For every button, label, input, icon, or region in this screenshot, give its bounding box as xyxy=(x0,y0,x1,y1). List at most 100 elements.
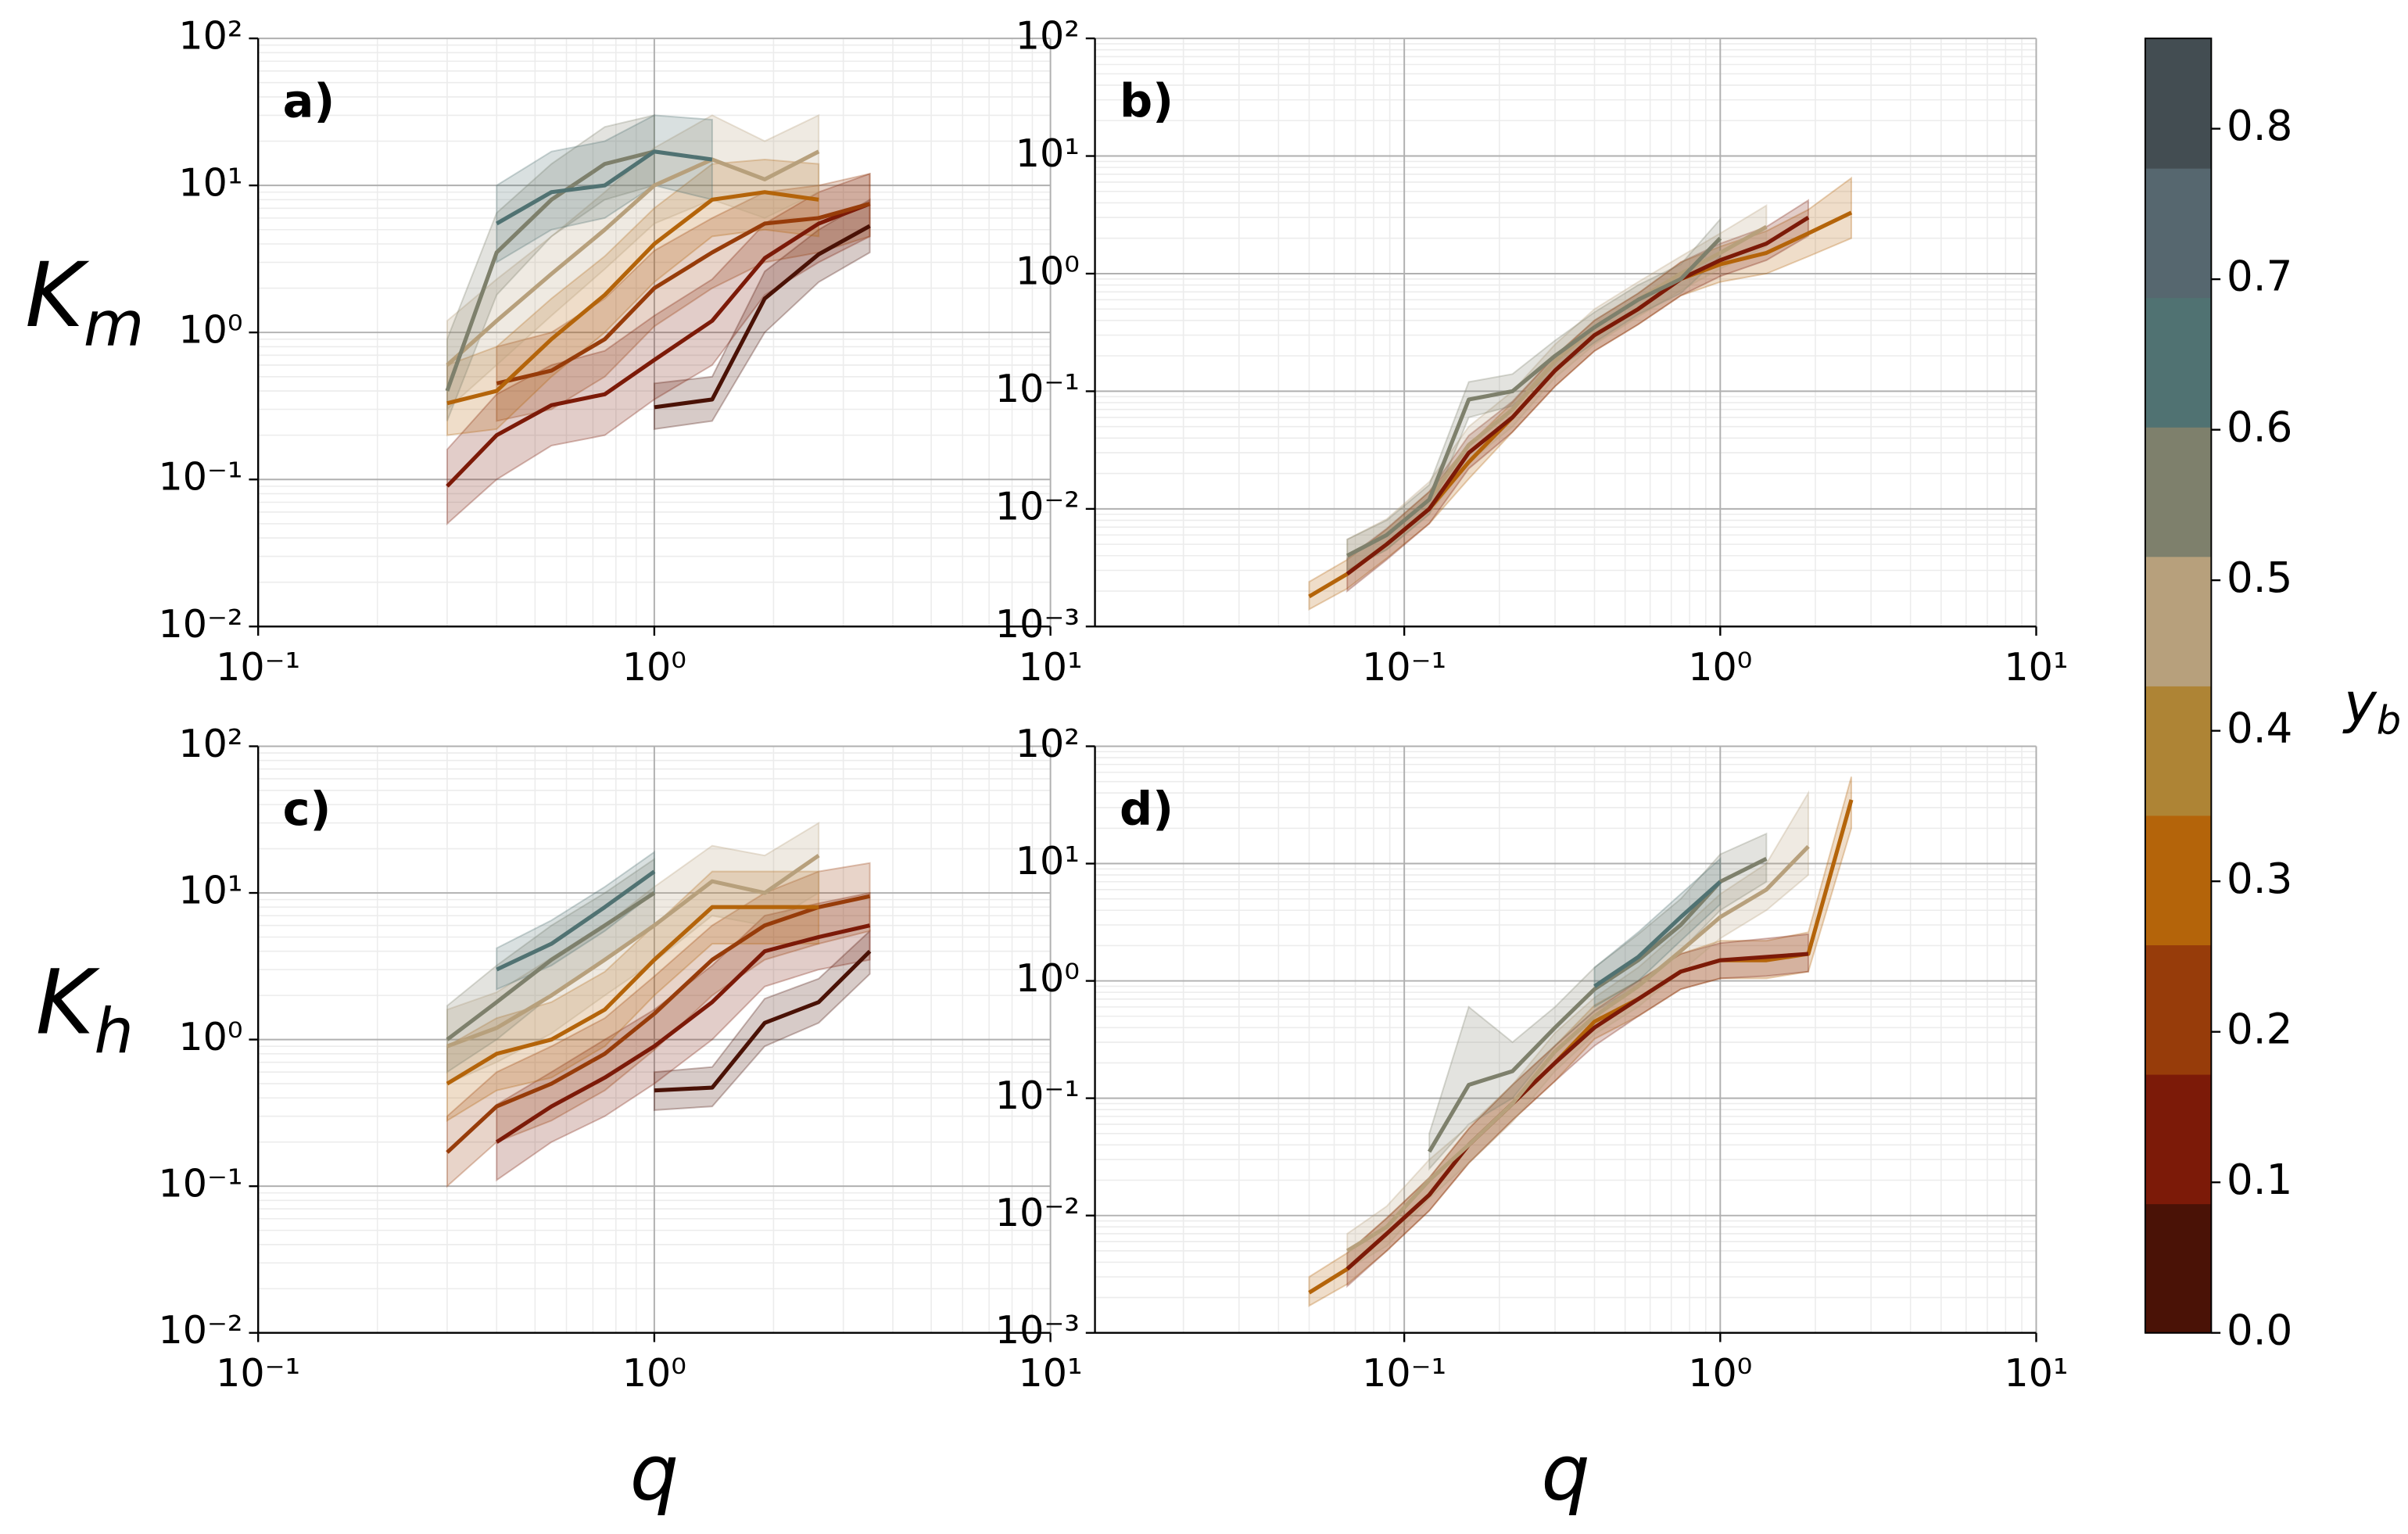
series-line xyxy=(446,149,820,367)
error-band xyxy=(446,113,820,411)
colorbar-tick-label: 0.2 xyxy=(2227,1005,2292,1053)
colorbar-segment xyxy=(2145,944,2212,1075)
series-line xyxy=(654,224,871,410)
error-band xyxy=(446,870,820,1123)
series-line xyxy=(495,149,713,226)
colorbar-frame xyxy=(2144,38,2213,1334)
colorbar-tick-label: 0.6 xyxy=(2227,403,2292,451)
y-tick-label: 10⁻¹ xyxy=(995,366,1080,411)
series-line xyxy=(1346,216,1810,576)
axis-label: Km xyxy=(25,243,144,360)
y-tick-label: 10² xyxy=(178,721,242,766)
colorbar-segment xyxy=(2145,685,2212,816)
series-line xyxy=(446,190,819,406)
error-band xyxy=(446,159,820,436)
y-tick-label: 10² xyxy=(1016,13,1080,59)
series-line xyxy=(446,905,819,1086)
x-axis-label: q xyxy=(630,1429,679,1518)
x-tick-label: 10⁰ xyxy=(622,1350,686,1396)
y-tick-label: 10⁻¹ xyxy=(159,454,243,500)
colorbar-tick-label: 0.3 xyxy=(2227,855,2292,903)
series-line xyxy=(496,202,871,385)
series-line xyxy=(1346,844,1810,1253)
series-line xyxy=(1346,952,1809,1271)
colorbar-tick-label: 0.5 xyxy=(2227,554,2292,602)
colorbar-segment xyxy=(2145,167,2212,299)
x-tick-label: 10¹ xyxy=(2004,644,2068,690)
y-tick-label: 10² xyxy=(1016,721,1080,766)
y-tick-label: 10¹ xyxy=(1016,131,1080,176)
y-tick-label: 10⁻¹ xyxy=(159,1161,243,1206)
series-line xyxy=(1346,236,1722,557)
y-tick-label: 10⁻³ xyxy=(995,601,1080,647)
y-tick-label: 10⁰ xyxy=(178,307,242,353)
colorbar-segment xyxy=(2145,556,2212,686)
series-line xyxy=(446,202,871,488)
label-subscript: b xyxy=(2377,697,2401,743)
x-tick-label: 10⁻¹ xyxy=(1362,1350,1446,1396)
series-line xyxy=(446,854,820,1048)
x-tick-label: 10⁻¹ xyxy=(216,644,300,690)
panel-label: c) xyxy=(283,782,331,836)
x-tick-label: 10¹ xyxy=(2004,1350,2068,1396)
x-tick-label: 10⁰ xyxy=(1688,644,1752,690)
x-tick-label: 10¹ xyxy=(1019,1350,1083,1396)
x-tick-label: 10⁻¹ xyxy=(216,1350,300,1396)
label-subscript: h xyxy=(94,995,134,1067)
y-tick-label: 10⁻³ xyxy=(995,1307,1080,1353)
y-tick-label: 10⁻² xyxy=(995,483,1080,529)
colorbar-segment xyxy=(2145,297,2212,428)
y-tick-label: 10⁻² xyxy=(159,1307,243,1353)
colorbar-tick-label: 0.0 xyxy=(2227,1306,2292,1354)
series-line xyxy=(1593,880,1722,988)
panel-label: b) xyxy=(1120,74,1174,128)
error-band xyxy=(1346,933,1809,1288)
panel-label: d) xyxy=(1120,782,1174,836)
series-line xyxy=(654,949,872,1093)
label-main: K xyxy=(25,243,90,347)
x-tick-label: 10⁰ xyxy=(622,644,686,690)
colorbar-tick-label: 0.4 xyxy=(2227,704,2292,752)
error-band xyxy=(496,891,871,1182)
y-tick-label: 10⁰ xyxy=(1016,955,1080,1001)
label-main: y xyxy=(2342,670,2378,735)
series-line xyxy=(446,894,871,1154)
x-tick-label: 10¹ xyxy=(1019,644,1083,690)
colorbar-segment xyxy=(2145,1203,2212,1334)
colorbar-segment xyxy=(2145,426,2212,557)
axis-label: yb xyxy=(2342,670,2401,743)
x-tick-label: 10⁻¹ xyxy=(1362,644,1446,690)
series-line xyxy=(446,891,656,1041)
label-main: K xyxy=(36,951,101,1055)
series-line xyxy=(445,149,655,392)
colorbar-tick-label: 0.1 xyxy=(2227,1156,2292,1204)
label-subscript: m xyxy=(84,288,145,360)
colorbar-tick-label: 0.8 xyxy=(2227,102,2292,150)
error-band xyxy=(1346,199,1809,593)
x-axis-label: q xyxy=(1541,1429,1589,1518)
y-tick-label: 10¹ xyxy=(178,868,242,913)
error-band xyxy=(496,173,871,422)
x-tick-label: 10⁰ xyxy=(1688,1350,1752,1396)
colorbar-segment xyxy=(2145,815,2212,946)
axis-label: Kh xyxy=(36,951,134,1068)
series-line xyxy=(495,923,871,1144)
error-band xyxy=(1308,176,1853,611)
y-tick-label: 10⁻² xyxy=(995,1190,1080,1235)
colorbar-segment xyxy=(2145,38,2212,169)
error-band xyxy=(653,929,871,1111)
y-tick-label: 10⁻¹ xyxy=(995,1073,1080,1118)
y-tick-label: 10⁰ xyxy=(1016,248,1080,293)
panel-label: a) xyxy=(283,74,335,128)
y-tick-label: 10⁻² xyxy=(159,601,243,647)
colorbar-segment xyxy=(2145,1073,2212,1205)
y-tick-label: 10¹ xyxy=(178,160,242,206)
colorbar-tick-label: 0.7 xyxy=(2227,253,2292,301)
y-tick-label: 10⁰ xyxy=(178,1014,242,1059)
y-tick-label: 10² xyxy=(178,13,242,59)
